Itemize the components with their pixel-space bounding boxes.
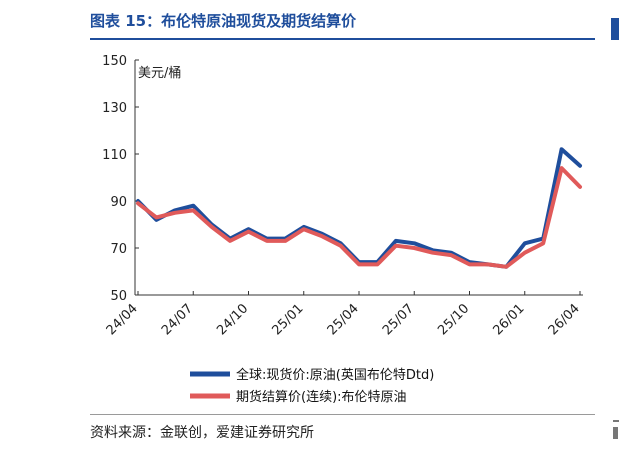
adjacent-footer-edge — [611, 418, 619, 442]
y-tick-label: 90 — [110, 195, 127, 210]
legend-label-1: 全球:现货价:原油(英国布伦特Dtd) — [236, 367, 434, 383]
y-tick-label: 150 — [102, 54, 127, 69]
x-tick-label: 24/10 — [214, 301, 251, 338]
x-tick-label: 26/04 — [546, 301, 583, 338]
x-tick-label: 25/07 — [380, 301, 417, 338]
y-axis-unit: 美元/桶 — [138, 66, 181, 81]
chart-legend: 全球:现货价:原油(英国布伦特Dtd) 期货结算价(连续):布伦特原油 — [190, 367, 434, 405]
chart-title: 图表 15：布伦特原油现货及期货结算价 — [90, 12, 357, 30]
title-underline — [90, 38, 595, 40]
series-line-1 — [136, 147, 582, 269]
x-tick-label: 25/01 — [269, 301, 306, 338]
footer-divider — [90, 414, 595, 415]
x-tick-label: 24/07 — [159, 301, 196, 338]
series-layer — [136, 147, 582, 269]
series-line-2 — [136, 166, 582, 269]
y-tick-label: 110 — [102, 148, 127, 163]
chart-axes: 150 130 110 90 70 50 美元/桶 24/04 24/07 24/10 25/01 2… — [102, 54, 583, 338]
legend-label-2: 期货结算价(连续):布伦特原油 — [236, 389, 407, 405]
y-tick-label: 50 — [110, 289, 127, 304]
x-tick-label: 25/10 — [435, 301, 472, 338]
x-tick-label: 24/04 — [104, 301, 141, 338]
y-tick-label: 130 — [102, 101, 127, 116]
adjacent-title-edge — [611, 18, 619, 40]
x-tick-label: 25/04 — [325, 301, 362, 338]
y-tick-label: 70 — [110, 242, 127, 257]
source-note: 资料来源：金联创，爱建证券研究所 — [90, 425, 314, 441]
x-tick-label: 26/01 — [490, 301, 527, 338]
